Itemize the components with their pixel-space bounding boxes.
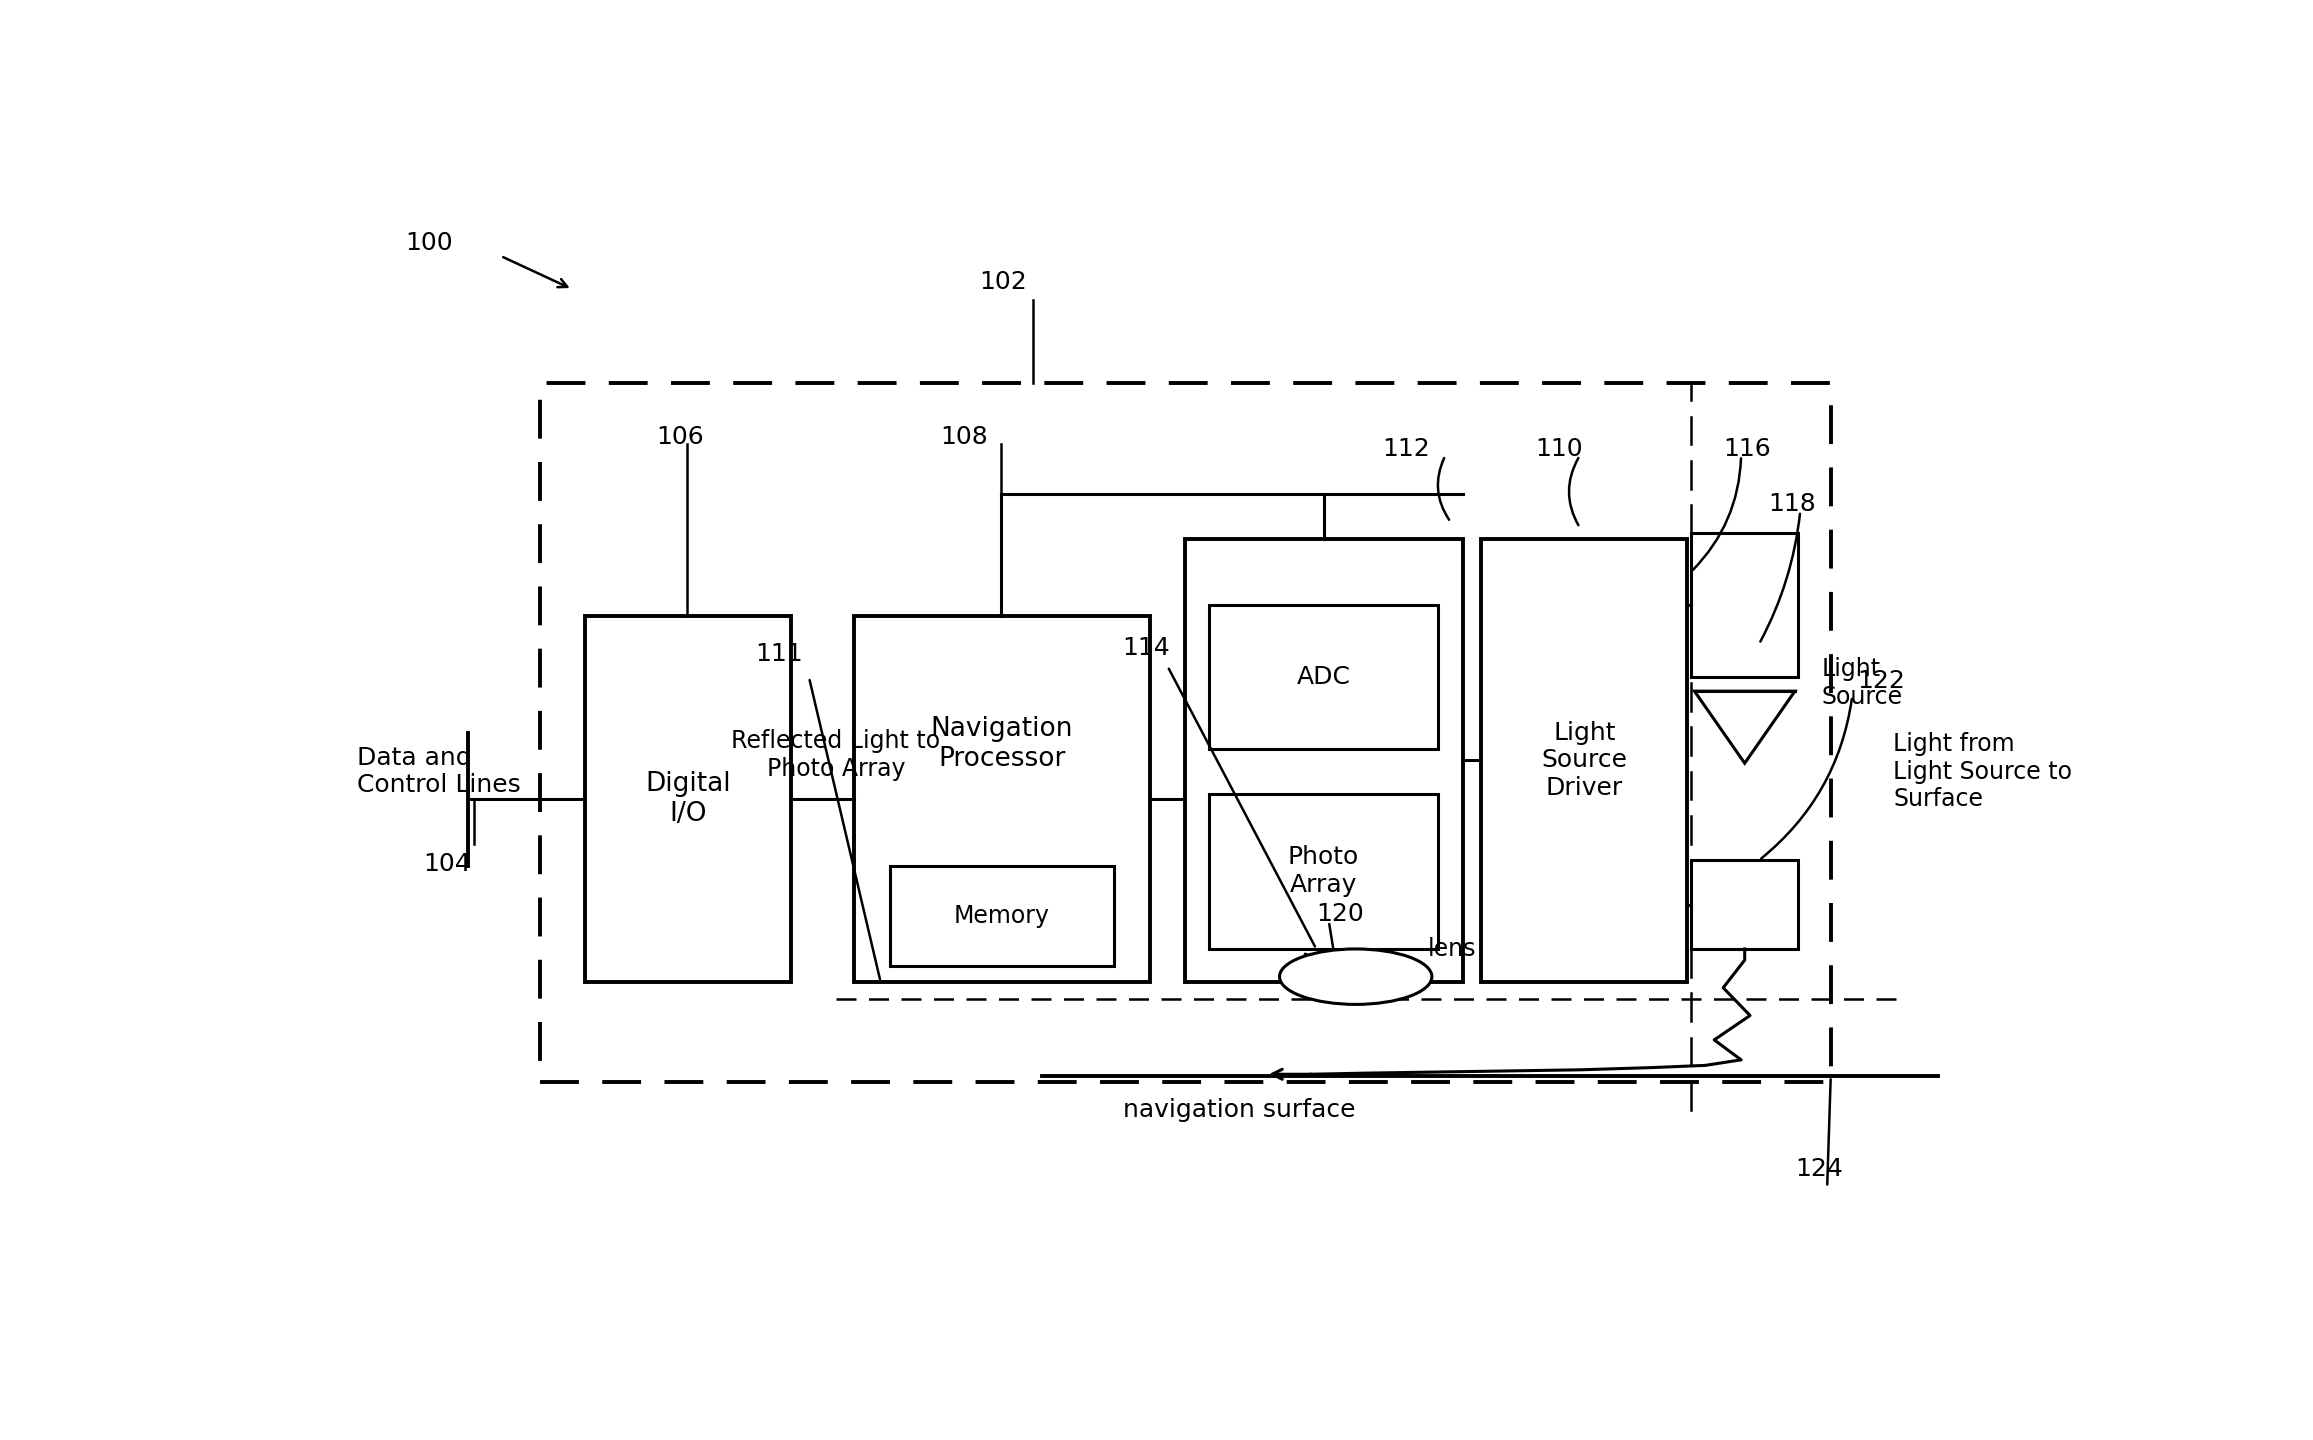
Bar: [1210, 793, 1439, 949]
Text: 114: 114: [1122, 636, 1170, 660]
Text: 112: 112: [1383, 436, 1429, 461]
Bar: [1210, 605, 1439, 749]
Text: 104: 104: [423, 852, 472, 877]
Text: Light
Source: Light Source: [1823, 657, 1904, 708]
Text: 116: 116: [1723, 436, 1772, 461]
Text: Light
Source
Driver: Light Source Driver: [1540, 720, 1628, 801]
Text: Photo
Array: Photo Array: [1288, 845, 1360, 897]
Bar: [1691, 533, 1800, 677]
Text: 111: 111: [754, 642, 803, 665]
Text: Memory: Memory: [953, 904, 1050, 927]
Text: Navigation
Processor: Navigation Processor: [930, 716, 1073, 772]
Bar: [1480, 539, 1688, 982]
Text: Digital
I/O: Digital I/O: [645, 772, 731, 827]
Text: Light from
Light Source to
Surface: Light from Light Source to Surface: [1894, 732, 2072, 811]
Text: 124: 124: [1795, 1158, 1843, 1181]
Text: ADC: ADC: [1298, 665, 1351, 690]
Text: navigation surface: navigation surface: [1122, 1097, 1355, 1122]
Text: Data and
Control Lines: Data and Control Lines: [356, 746, 520, 798]
Text: 106: 106: [657, 425, 705, 449]
Bar: [585, 616, 791, 982]
Text: 100: 100: [405, 232, 453, 255]
Text: 110: 110: [1536, 436, 1582, 461]
Ellipse shape: [1279, 949, 1432, 1005]
Text: 118: 118: [1767, 492, 1816, 516]
Text: Reflected Light to
Photo Array: Reflected Light to Photo Array: [731, 729, 941, 780]
Text: 120: 120: [1316, 903, 1365, 926]
Text: 122: 122: [1857, 670, 1906, 694]
Bar: [853, 616, 1150, 982]
Text: lens: lens: [1427, 937, 1476, 960]
Text: 108: 108: [939, 425, 988, 449]
Bar: [891, 865, 1115, 966]
Bar: [541, 383, 1832, 1081]
Text: 102: 102: [978, 271, 1027, 294]
Bar: [1187, 539, 1464, 982]
Bar: [1691, 860, 1800, 949]
Polygon shape: [1695, 691, 1795, 763]
